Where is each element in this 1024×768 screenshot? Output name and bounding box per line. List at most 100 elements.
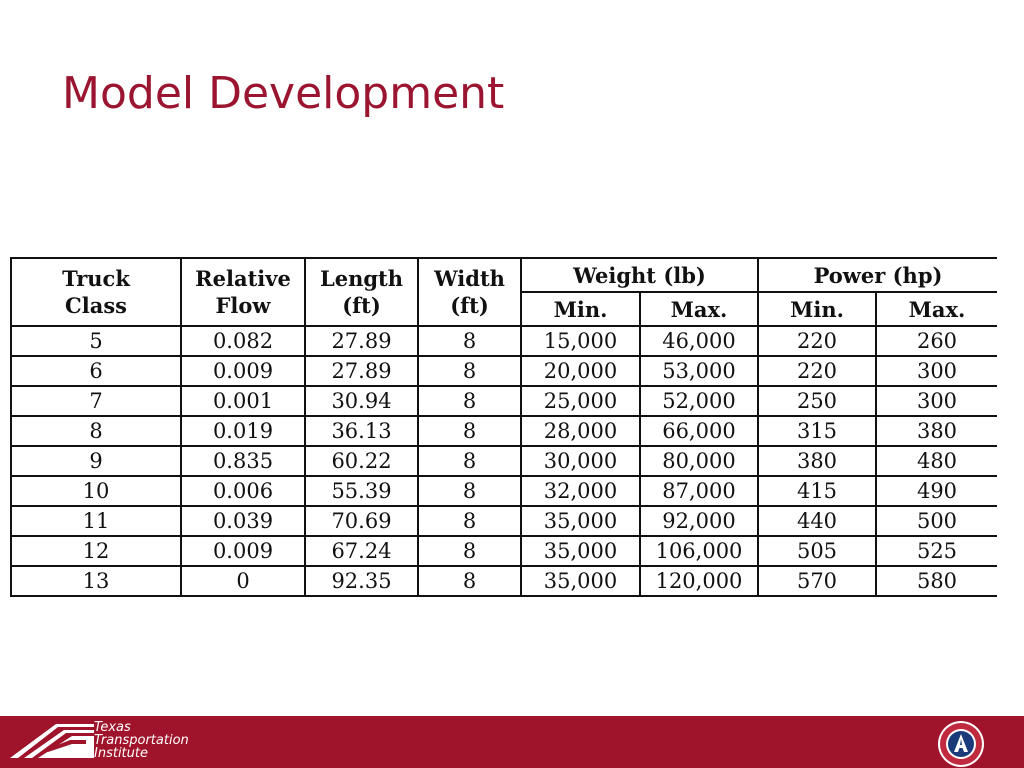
cell-weight-min: 15,000 bbox=[520, 325, 641, 357]
cell-relative-flow: 0.009 bbox=[180, 535, 306, 567]
header-weight: Weight (lb) bbox=[520, 257, 759, 293]
cell-length: 27.89 bbox=[304, 325, 419, 357]
table-row: 11 0.039 70.69 8 35,000 92,000 440 500 bbox=[10, 505, 997, 537]
cell-length: 27.89 bbox=[304, 355, 419, 387]
table-row: 13 0 92.35 8 35,000 120,000 570 580 bbox=[10, 565, 997, 597]
cell-power-min: 440 bbox=[757, 505, 877, 537]
cell-truck-class: 12 bbox=[10, 535, 182, 567]
cell-power-min: 220 bbox=[757, 325, 877, 357]
cell-length: 92.35 bbox=[304, 565, 419, 597]
cell-truck-class: 6 bbox=[10, 355, 182, 387]
cell-power-max: 300 bbox=[875, 355, 997, 387]
table-row: 10 0.006 55.39 8 32,000 87,000 415 490 bbox=[10, 475, 997, 507]
cell-length: 70.69 bbox=[304, 505, 419, 537]
cell-power-min: 505 bbox=[757, 535, 877, 567]
cell-weight-max: 80,000 bbox=[639, 445, 759, 477]
cell-truck-class: 11 bbox=[10, 505, 182, 537]
tti-logo-text: Texas Transportation Institute bbox=[94, 721, 189, 760]
header-relative-flow-line1: Relative bbox=[195, 266, 291, 291]
table-row: 7 0.001 30.94 8 25,000 52,000 250 300 bbox=[10, 385, 997, 417]
cell-relative-flow: 0 bbox=[180, 565, 306, 597]
cell-weight-min: 35,000 bbox=[520, 505, 641, 537]
cell-power-max: 300 bbox=[875, 385, 997, 417]
truck-class-table: Truck Class Relative Flow Length (ft) Wi… bbox=[10, 257, 997, 597]
table-row: 9 0.835 60.22 8 30,000 80,000 380 480 bbox=[10, 445, 997, 477]
cell-weight-min: 35,000 bbox=[520, 535, 641, 567]
cell-power-min: 315 bbox=[757, 415, 877, 447]
cell-width: 8 bbox=[417, 325, 522, 357]
cell-power-max: 500 bbox=[875, 505, 997, 537]
cell-truck-class: 13 bbox=[10, 565, 182, 597]
cell-power-min: 570 bbox=[757, 565, 877, 597]
header-length-line1: Length bbox=[319, 266, 404, 291]
cell-truck-class: 7 bbox=[10, 385, 182, 417]
cell-weight-min: 30,000 bbox=[520, 445, 641, 477]
cell-relative-flow: 0.039 bbox=[180, 505, 306, 537]
header-power: Power (hp) bbox=[757, 257, 997, 293]
tti-logo-line-transportation: Transportation bbox=[94, 733, 189, 748]
cell-power-max: 380 bbox=[875, 415, 997, 447]
cell-weight-min: 32,000 bbox=[520, 475, 641, 507]
cell-power-min: 380 bbox=[757, 445, 877, 477]
cell-length: 30.94 bbox=[304, 385, 419, 417]
table-row: 8 0.019 36.13 8 28,000 66,000 315 380 bbox=[10, 415, 997, 447]
header-truck-class-line1: Truck bbox=[62, 266, 130, 291]
table-body: 5 0.082 27.89 8 15,000 46,000 220 260 6 … bbox=[10, 325, 997, 597]
cell-width: 8 bbox=[417, 565, 522, 597]
header-width-line1: Width bbox=[434, 266, 505, 291]
header-weight-min: Min. bbox=[520, 291, 641, 327]
cell-truck-class: 9 bbox=[10, 445, 182, 477]
header-width-line2: (ft) bbox=[450, 293, 489, 318]
cell-relative-flow: 0.835 bbox=[180, 445, 306, 477]
header-power-min: Min. bbox=[757, 291, 877, 327]
cell-width: 8 bbox=[417, 505, 522, 537]
cell-weight-max: 106,000 bbox=[639, 535, 759, 567]
cell-weight-min: 20,000 bbox=[520, 355, 641, 387]
cell-power-max: 525 bbox=[875, 535, 997, 567]
cell-weight-min: 35,000 bbox=[520, 565, 641, 597]
cell-width: 8 bbox=[417, 535, 522, 567]
header-power-max: Max. bbox=[875, 291, 997, 327]
cell-weight-min: 28,000 bbox=[520, 415, 641, 447]
header-weight-max: Max. bbox=[639, 291, 759, 327]
slide-title: Model Development bbox=[62, 68, 505, 119]
cell-relative-flow: 0.001 bbox=[180, 385, 306, 417]
cell-length: 67.24 bbox=[304, 535, 419, 567]
cell-power-max: 480 bbox=[875, 445, 997, 477]
table-row: 12 0.009 67.24 8 35,000 106,000 505 525 bbox=[10, 535, 997, 567]
cell-length: 55.39 bbox=[304, 475, 419, 507]
cell-truck-class: 8 bbox=[10, 415, 182, 447]
cell-power-min: 415 bbox=[757, 475, 877, 507]
cell-truck-class: 10 bbox=[10, 475, 182, 507]
cell-relative-flow: 0.006 bbox=[180, 475, 306, 507]
cell-weight-min: 25,000 bbox=[520, 385, 641, 417]
tti-swoosh-logo-icon bbox=[10, 724, 94, 758]
cell-width: 8 bbox=[417, 475, 522, 507]
cell-width: 8 bbox=[417, 415, 522, 447]
table-row: 5 0.082 27.89 8 15,000 46,000 220 260 bbox=[10, 325, 997, 357]
tti-logo-line-institute: Institute bbox=[94, 746, 148, 761]
cell-weight-max: 52,000 bbox=[639, 385, 759, 417]
cell-width: 8 bbox=[417, 385, 522, 417]
cell-power-max: 580 bbox=[875, 565, 997, 597]
cell-length: 36.13 bbox=[304, 415, 419, 447]
cell-weight-max: 92,000 bbox=[639, 505, 759, 537]
cell-power-min: 220 bbox=[757, 355, 877, 387]
cell-length: 60.22 bbox=[304, 445, 419, 477]
header-length-line2: (ft) bbox=[342, 293, 381, 318]
header-truck-class-line2: Class bbox=[65, 293, 127, 318]
cell-width: 8 bbox=[417, 355, 522, 387]
header-relative-flow-line2: Flow bbox=[215, 293, 271, 318]
header-length: Length (ft) bbox=[304, 257, 419, 327]
cell-relative-flow: 0.082 bbox=[180, 325, 306, 357]
header-truck-class: Truck Class bbox=[10, 257, 182, 327]
cell-weight-max: 87,000 bbox=[639, 475, 759, 507]
cell-weight-max: 66,000 bbox=[639, 415, 759, 447]
cell-weight-max: 53,000 bbox=[639, 355, 759, 387]
cell-weight-max: 46,000 bbox=[639, 325, 759, 357]
cell-width: 8 bbox=[417, 445, 522, 477]
header-width: Width (ft) bbox=[417, 257, 522, 327]
header-relative-flow: Relative Flow bbox=[180, 257, 306, 327]
cell-relative-flow: 0.019 bbox=[180, 415, 306, 447]
